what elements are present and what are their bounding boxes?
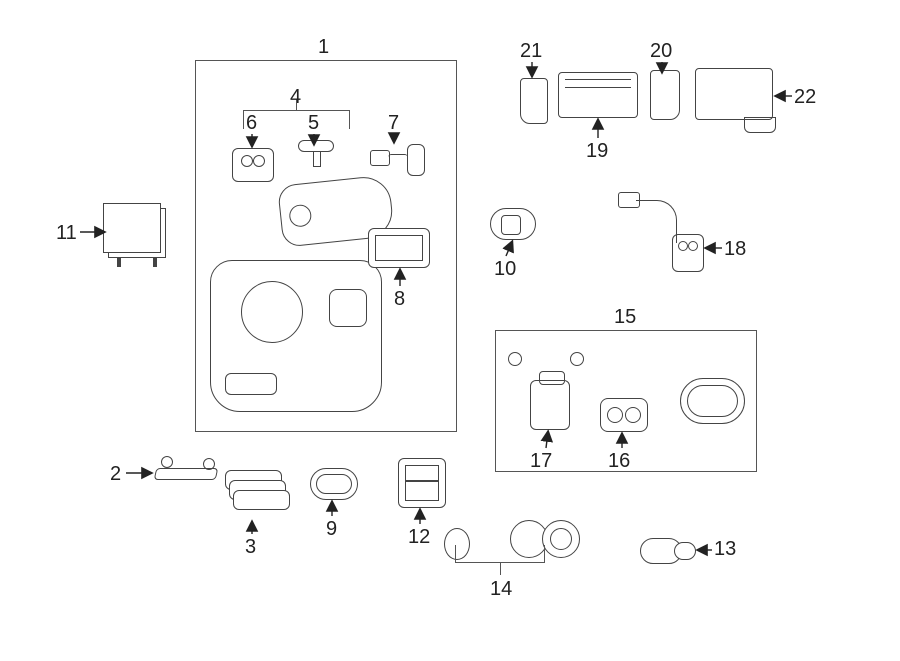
label-18: 18 — [724, 238, 746, 261]
part-11 — [108, 208, 166, 258]
label-17: 17 — [530, 450, 552, 473]
label-22: 22 — [794, 86, 816, 109]
part-7 — [370, 140, 425, 182]
part-22 — [695, 68, 773, 120]
label-13: 13 — [714, 538, 736, 561]
part-14-oval — [444, 528, 470, 560]
label-8: 8 — [394, 288, 405, 311]
label-21: 21 — [520, 40, 542, 63]
label-4: 4 — [290, 86, 301, 109]
part-18 — [648, 218, 704, 272]
part-14-double — [510, 520, 580, 556]
label-14: 14 — [490, 578, 512, 601]
label-12: 12 — [408, 526, 430, 549]
part-3 — [225, 470, 280, 520]
label-11: 11 — [56, 222, 77, 245]
part-17 — [530, 380, 570, 430]
label-5: 5 — [308, 112, 319, 135]
label-20: 20 — [650, 40, 672, 63]
part-5-stem — [313, 152, 321, 167]
part-12 — [398, 458, 446, 508]
label-3: 3 — [245, 536, 256, 559]
label-6: 6 — [246, 112, 257, 135]
label-7: 7 — [388, 112, 399, 135]
part-2 — [155, 460, 215, 490]
screw-b — [570, 352, 584, 366]
part-6 — [232, 148, 274, 182]
part-16 — [600, 398, 648, 432]
label-19: 19 — [586, 140, 608, 163]
part-9 — [310, 468, 358, 500]
part-10 — [490, 208, 536, 240]
screw-a — [508, 352, 522, 366]
part-5 — [298, 140, 334, 152]
label-1: 1 — [318, 36, 329, 59]
label-15: 15 — [614, 306, 636, 329]
part-15-lens — [680, 378, 745, 424]
part-8 — [368, 228, 430, 268]
label-9: 9 — [326, 518, 337, 541]
console-body — [210, 260, 382, 412]
diagram-stage: 1 2 3 4 5 6 7 8 9 10 11 12 13 14 15 16 1… — [0, 0, 900, 661]
label-2: 2 — [110, 463, 121, 486]
label-10: 10 — [494, 258, 516, 281]
part-21 — [520, 78, 548, 124]
label-16: 16 — [608, 450, 630, 473]
bracket-14 — [455, 562, 545, 563]
part-20 — [650, 70, 680, 120]
part-13 — [640, 536, 696, 564]
bracket-4 — [243, 110, 350, 111]
part-19 — [558, 72, 638, 118]
